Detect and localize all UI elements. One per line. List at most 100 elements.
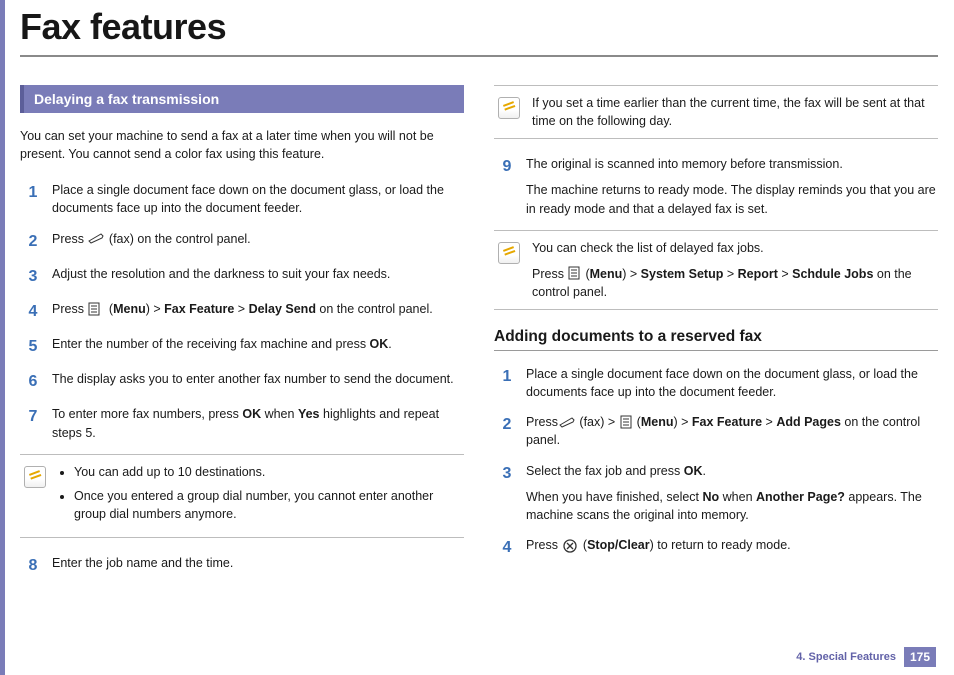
- t: The original is scanned into memory befo…: [526, 155, 938, 173]
- menu-icon: [620, 417, 636, 429]
- t: Press: [52, 302, 87, 316]
- step-text: Adjust the resolution and the darkness t…: [46, 265, 464, 283]
- step-num: 6: [20, 370, 46, 393]
- r-step-1: 1 Place a single document face down on t…: [494, 365, 938, 401]
- step-num: 2: [494, 413, 520, 436]
- step-text: To enter more fax numbers, press OK when…: [46, 405, 464, 441]
- fax-icon: [88, 233, 104, 245]
- t: When you have finished, select: [526, 490, 703, 504]
- note-body: You can check the list of delayed fax jo…: [532, 239, 938, 301]
- sub-header-adding: Adding documents to a reserved fax: [494, 328, 938, 351]
- ds-bold: Delay Send: [249, 302, 316, 316]
- right-column: If you set a time earlier than the curre…: [494, 85, 938, 589]
- step-3: 3 Adjust the resolution and the darkness…: [20, 265, 464, 288]
- menu-bold: Menu: [113, 302, 146, 316]
- t: Press: [526, 415, 558, 429]
- left-column: Delaying a fax transmission You can set …: [20, 85, 464, 589]
- step-num: 3: [20, 265, 46, 288]
- menu-icon: [88, 304, 104, 316]
- yes-bold: Yes: [298, 407, 320, 421]
- step-7: 7 To enter more fax numbers, press OK wh…: [20, 405, 464, 441]
- step-num: 9: [494, 155, 520, 178]
- step-text: Select the fax job and press OK. When yo…: [520, 462, 938, 524]
- ff-bold: Fax Feature: [692, 415, 762, 429]
- note-li: You can add up to 10 destinations.: [74, 463, 458, 481]
- step-num: 5: [20, 335, 46, 358]
- t: (fax) >: [576, 415, 619, 429]
- t: To enter more fax numbers, press: [52, 407, 242, 421]
- step-6: 6 The display asks you to enter another …: [20, 370, 464, 393]
- step-2: 2 Press (fax) on the control panel.: [20, 230, 464, 253]
- step-text: Press (fax) on the control panel.: [46, 230, 464, 248]
- footer: 4. Special Features 175: [796, 647, 936, 667]
- page-number: 175: [904, 647, 936, 667]
- ok-bold: OK: [370, 337, 389, 351]
- page-title: Fax features: [20, 6, 226, 48]
- t: on the control panel.: [316, 302, 433, 316]
- t: When you have finished, select No when A…: [526, 488, 938, 524]
- fax-icon: [559, 417, 575, 429]
- r-step-4: 4 Press (Stop/Clear) to return to ready …: [494, 536, 938, 559]
- sj-bold: Schdule Jobs: [792, 267, 873, 281]
- t: .: [702, 464, 705, 478]
- step-text: The display asks you to enter another fa…: [46, 370, 464, 388]
- t: ) to return to ready mode.: [650, 538, 791, 552]
- step-9: 9 The original is scanned into memory be…: [494, 155, 938, 217]
- step-text: Place a single document face down on the…: [520, 365, 938, 401]
- note-icon: [498, 242, 520, 264]
- intro-text: You can set your machine to send a fax a…: [20, 127, 464, 163]
- r-step-2: 2 Press (fax) > (Menu) > Fax Feature > A…: [494, 413, 938, 449]
- sc-bold: Stop/Clear: [587, 538, 650, 552]
- step-text: Press (fax) > (Menu) > Fax Feature > Add…: [520, 413, 938, 449]
- step-num: 4: [20, 300, 46, 323]
- rp-bold: Report: [738, 267, 778, 281]
- note-icon: [24, 466, 46, 488]
- menu-bold: Menu: [641, 415, 674, 429]
- note-body: If you set a time earlier than the curre…: [532, 94, 938, 130]
- step-text: Place a single document face down on the…: [46, 181, 464, 217]
- t: The machine returns to ready mode. The d…: [526, 181, 938, 217]
- ff-bold: Fax Feature: [164, 302, 234, 316]
- note-body: You can add up to 10 destinations. Once …: [58, 463, 464, 529]
- note-box-2: You can check the list of delayed fax jo…: [494, 230, 938, 310]
- step-text: Enter the number of the receiving fax ma…: [46, 335, 464, 353]
- no-bold: No: [703, 490, 720, 504]
- step-8: 8 Enter the job name and the time.: [20, 554, 464, 577]
- t: .: [388, 337, 391, 351]
- content-columns: Delaying a fax transmission You can set …: [20, 85, 938, 589]
- step-num: 4: [494, 536, 520, 559]
- note-box-top: If you set a time earlier than the curre…: [494, 85, 938, 139]
- title-rule: [20, 55, 938, 57]
- section-header-delaying: Delaying a fax transmission: [20, 85, 464, 113]
- step-num: 3: [494, 462, 520, 485]
- step-num: 8: [20, 554, 46, 577]
- note-icon: [498, 97, 520, 119]
- t: Select the fax job and press: [526, 464, 684, 478]
- ok-bold: OK: [242, 407, 261, 421]
- ss-bold: System Setup: [641, 267, 724, 281]
- step-5: 5 Enter the number of the receiving fax …: [20, 335, 464, 358]
- ap-bold: Add Pages: [776, 415, 841, 429]
- menu-bold: Menu: [590, 267, 623, 281]
- t: You can check the list of delayed fax jo…: [532, 239, 932, 257]
- ap-bold: Another Page?: [756, 490, 845, 504]
- r-step-3: 3 Select the fax job and press OK. When …: [494, 462, 938, 524]
- t: Press: [526, 538, 561, 552]
- t: when: [719, 490, 756, 504]
- note-li: Once you entered a group dial number, yo…: [74, 487, 458, 523]
- step-text: Press (Menu) > Fax Feature > Delay Send …: [46, 300, 464, 318]
- step-num: 1: [494, 365, 520, 388]
- menu-icon: [568, 268, 584, 280]
- footer-chapter: 4. Special Features: [796, 651, 896, 663]
- step-text: Enter the job name and the time.: [46, 554, 464, 572]
- ok-bold: OK: [684, 464, 703, 478]
- t: Enter the number of the receiving fax ma…: [52, 337, 370, 351]
- stop-clear-icon: [562, 540, 578, 552]
- step-num: 1: [20, 181, 46, 204]
- step-num: 7: [20, 405, 46, 428]
- left-stripe: [0, 0, 5, 675]
- t: Select the fax job and press OK.: [526, 462, 938, 480]
- step-text: The original is scanned into memory befo…: [520, 155, 938, 217]
- t: Press (Menu) > System Setup > Report > S…: [532, 265, 932, 301]
- step-num: 2: [20, 230, 46, 253]
